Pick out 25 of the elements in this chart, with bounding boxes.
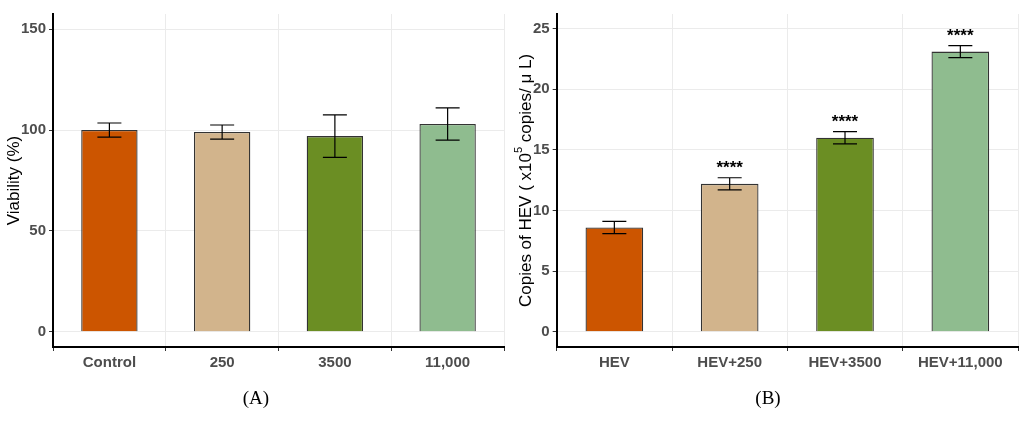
y-tick-label: 0	[541, 321, 550, 339]
y-tick-label: 10	[533, 200, 550, 218]
y-tick-label: 5	[541, 261, 550, 279]
y-tick-label: 50	[29, 221, 47, 239]
y-axis-title: Viability (%)	[3, 135, 23, 226]
x-tick-label: 3500	[318, 353, 352, 371]
y-axis-title: Copies of HEV ( x105 copies/ μ L)	[512, 53, 535, 308]
x-tick-label: 11,000	[425, 353, 471, 371]
x-tick-label: HEV+250	[697, 353, 762, 371]
x-tick-label: 250	[209, 353, 235, 371]
x-tick-label: HEV+11,000	[918, 353, 1003, 371]
y-tick-label: 20	[533, 79, 550, 97]
y-tick-label: 100	[21, 120, 47, 138]
annotation: ****	[947, 26, 974, 46]
x-tick-label: HEV	[598, 353, 630, 371]
annotation: ****	[831, 112, 859, 132]
text: (A)	[241, 387, 271, 409]
annotation: ****	[716, 158, 744, 178]
x-tick-label: Control	[82, 353, 137, 371]
y-tick-label: 15	[533, 140, 550, 158]
text: (B)	[754, 387, 782, 409]
x-tick-label: HEV+3500	[808, 353, 882, 371]
y-tick-label: 150	[21, 19, 47, 37]
y-tick-label: 0	[37, 322, 47, 339]
y-tick-label: 25	[533, 18, 550, 36]
